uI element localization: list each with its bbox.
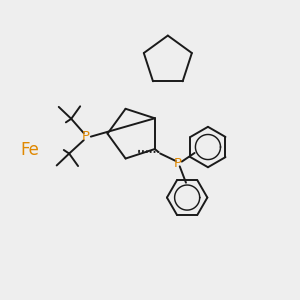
Text: P: P (82, 130, 90, 143)
Text: Fe: Fe (20, 141, 39, 159)
Text: P: P (174, 157, 182, 170)
